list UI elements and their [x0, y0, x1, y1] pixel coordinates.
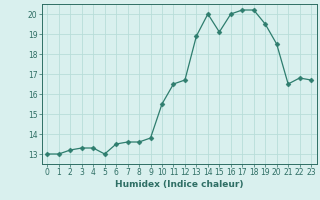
X-axis label: Humidex (Indice chaleur): Humidex (Indice chaleur) [115, 180, 244, 189]
